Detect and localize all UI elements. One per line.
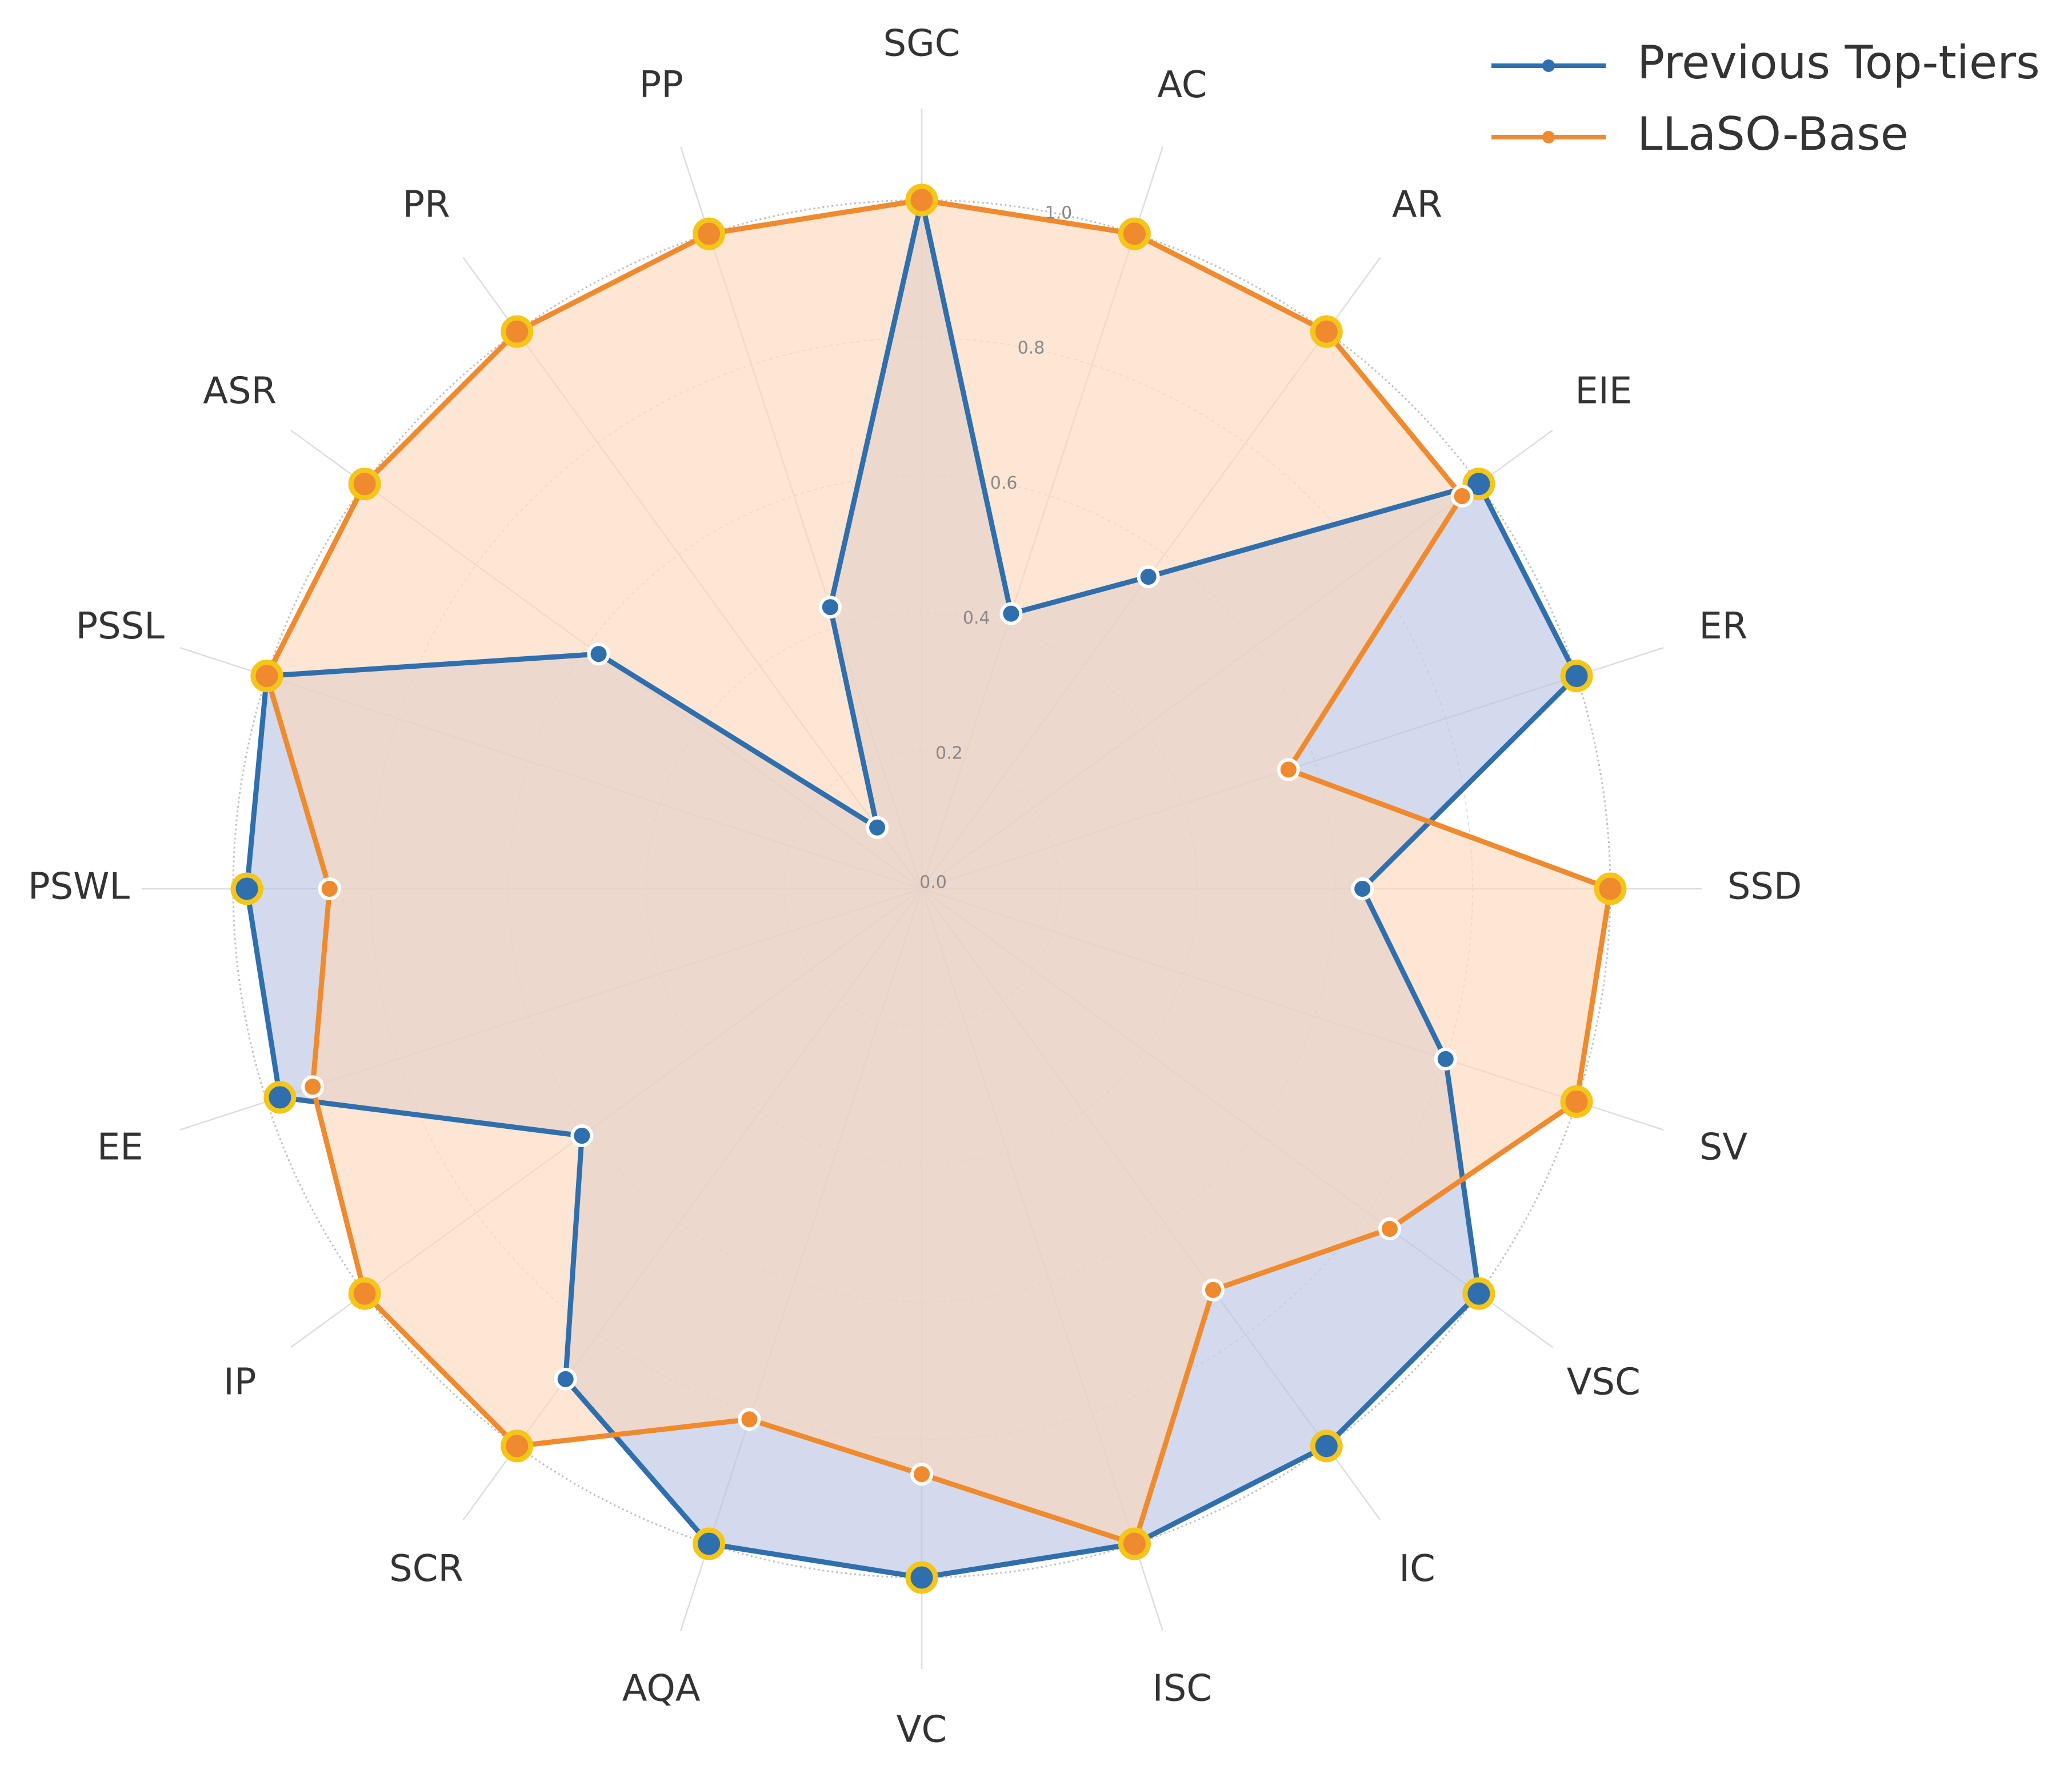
data-point <box>263 1081 297 1114</box>
data-point <box>348 1277 381 1310</box>
data-point <box>570 1124 594 1148</box>
axis-label: SSD <box>1727 866 1802 908</box>
data-point <box>1594 872 1627 905</box>
series-fill-layer <box>247 200 1610 1578</box>
data-point <box>1560 660 1593 693</box>
data-point <box>587 642 610 666</box>
data-point <box>501 1429 534 1463</box>
axis-label: VC <box>897 1709 947 1751</box>
data-point <box>1378 1217 1401 1240</box>
axis-label: IP <box>223 1361 256 1404</box>
data-point <box>693 1527 726 1560</box>
data-point <box>1351 877 1374 900</box>
data-point <box>910 1463 933 1486</box>
axis-label: AQA <box>622 1667 701 1710</box>
axis-label: IC <box>1399 1548 1435 1590</box>
axis-label: PSWL <box>28 866 130 908</box>
data-point <box>501 315 534 348</box>
axis-label: ISC <box>1153 1667 1212 1710</box>
label-layer: SGC AC AR EIE ER SSD SV VSC IC ISC VC AQA SCR IP EE PSW… <box>28 23 1802 1751</box>
legend-marker <box>1542 59 1555 72</box>
data-point <box>1560 1085 1593 1118</box>
legend: Previous Top-tiers LLaSO-Base <box>1491 36 2040 161</box>
data-point <box>1310 315 1343 348</box>
axis-label: AR <box>1392 183 1442 226</box>
data-point <box>1462 1277 1495 1310</box>
data-point <box>693 217 726 250</box>
axis-label: EIE <box>1575 370 1632 413</box>
data-point <box>1434 1047 1457 1071</box>
data-point <box>554 1367 577 1391</box>
axis-label: SV <box>1699 1126 1748 1168</box>
legend-marker <box>1542 131 1555 143</box>
r-tick-label: 0.8 <box>1018 338 1045 358</box>
marker-layer <box>230 183 1627 1594</box>
legend-label: Previous Top-tiers <box>1637 36 2040 89</box>
r-tick-label: 1.0 <box>1045 203 1073 223</box>
axis-label: SGC <box>883 23 961 65</box>
data-point <box>1201 1278 1225 1301</box>
data-point <box>1118 217 1151 250</box>
axis-label: PSSL <box>75 605 165 648</box>
data-point <box>999 602 1023 625</box>
data-point <box>905 1561 938 1594</box>
axis-label: ASR <box>203 370 277 413</box>
axis-label: EE <box>97 1126 143 1168</box>
r-tick-label: 0.0 <box>919 873 947 893</box>
r-tick-label: 0.4 <box>963 608 990 628</box>
data-point <box>866 816 889 839</box>
axis-label: PR <box>402 183 450 226</box>
data-point <box>318 877 341 900</box>
data-point <box>818 596 842 619</box>
data-point <box>348 468 381 501</box>
data-point <box>738 1408 761 1431</box>
data-point <box>1137 565 1160 589</box>
axis-label: PP <box>639 64 683 106</box>
data-point <box>1450 484 1474 508</box>
axis-label: SCR <box>389 1548 463 1590</box>
series-fill-1 <box>267 200 1610 1544</box>
legend-label: LLaSO-Base <box>1637 107 1909 161</box>
data-point <box>230 872 263 905</box>
tick-layer: 0.0 0.2 0.4 0.6 0.8 1.0 <box>919 203 1072 893</box>
data-point <box>1310 1429 1343 1463</box>
axis-label: VSC <box>1567 1361 1641 1404</box>
data-point <box>905 183 938 217</box>
data-point <box>250 660 283 693</box>
axis-label: ER <box>1699 605 1747 648</box>
data-point <box>1118 1527 1151 1560</box>
data-point <box>301 1075 325 1099</box>
r-tick-label: 0.2 <box>935 743 963 763</box>
data-point <box>1277 758 1300 781</box>
axis-label: AC <box>1157 64 1207 106</box>
r-tick-label: 0.6 <box>990 473 1018 493</box>
